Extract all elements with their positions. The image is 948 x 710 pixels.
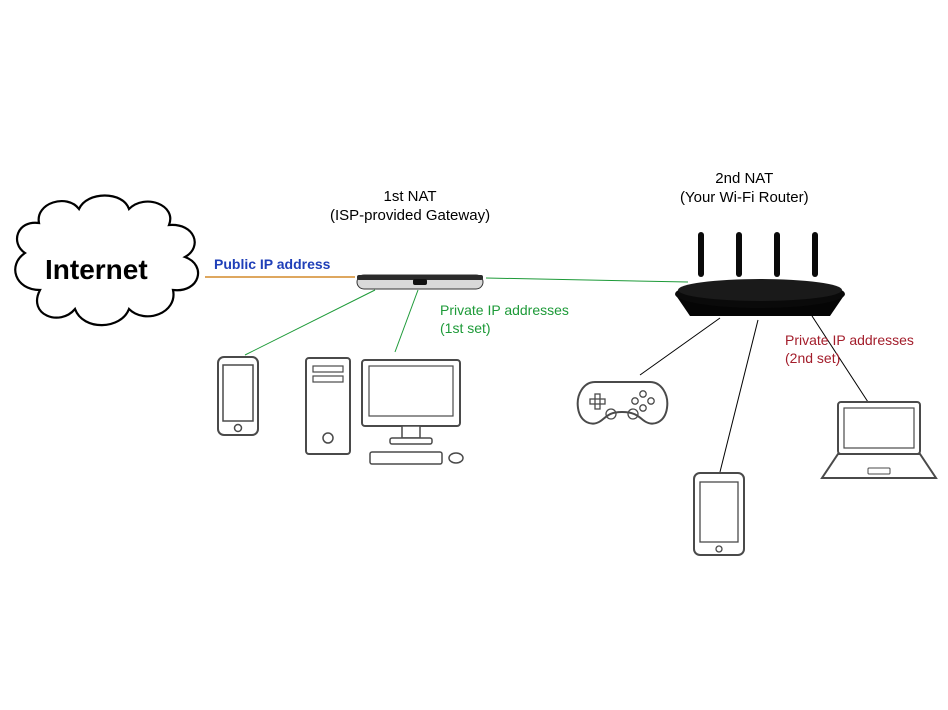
private2-b: (2nd set) bbox=[785, 350, 914, 368]
nat1-title: 1st NAT bbox=[330, 188, 490, 207]
private1-label: Private IP addresses (1st set) bbox=[440, 302, 569, 337]
nat2-title: 2nd NAT bbox=[680, 170, 809, 189]
private1-b: (1st set) bbox=[440, 320, 569, 338]
internet-label: Internet bbox=[45, 252, 148, 287]
nat2-sub: (Your Wi-Fi Router) bbox=[680, 189, 809, 208]
private2-a: Private IP addresses bbox=[785, 332, 914, 350]
gamepad-icon bbox=[575, 368, 670, 430]
public-ip-label: Public IP address bbox=[214, 256, 330, 274]
nat1-sub: (ISP-provided Gateway) bbox=[330, 207, 490, 226]
tablet-icon bbox=[690, 470, 748, 558]
gateway-icon bbox=[355, 265, 485, 295]
nat1-label: 1st NAT (ISP-provided Gateway) bbox=[330, 188, 490, 226]
laptop-icon bbox=[818, 398, 940, 486]
phone-icon bbox=[215, 355, 261, 437]
desktop-icon bbox=[300, 350, 470, 470]
nat2-label: 2nd NAT (Your Wi-Fi Router) bbox=[680, 170, 809, 208]
diagram-stage: Internet 1st NAT (ISP-provided Gateway) … bbox=[0, 0, 948, 710]
private2-label: Private IP addresses (2nd set) bbox=[785, 332, 914, 367]
private1-a: Private IP addresses bbox=[440, 302, 569, 320]
router-icon bbox=[670, 232, 850, 322]
